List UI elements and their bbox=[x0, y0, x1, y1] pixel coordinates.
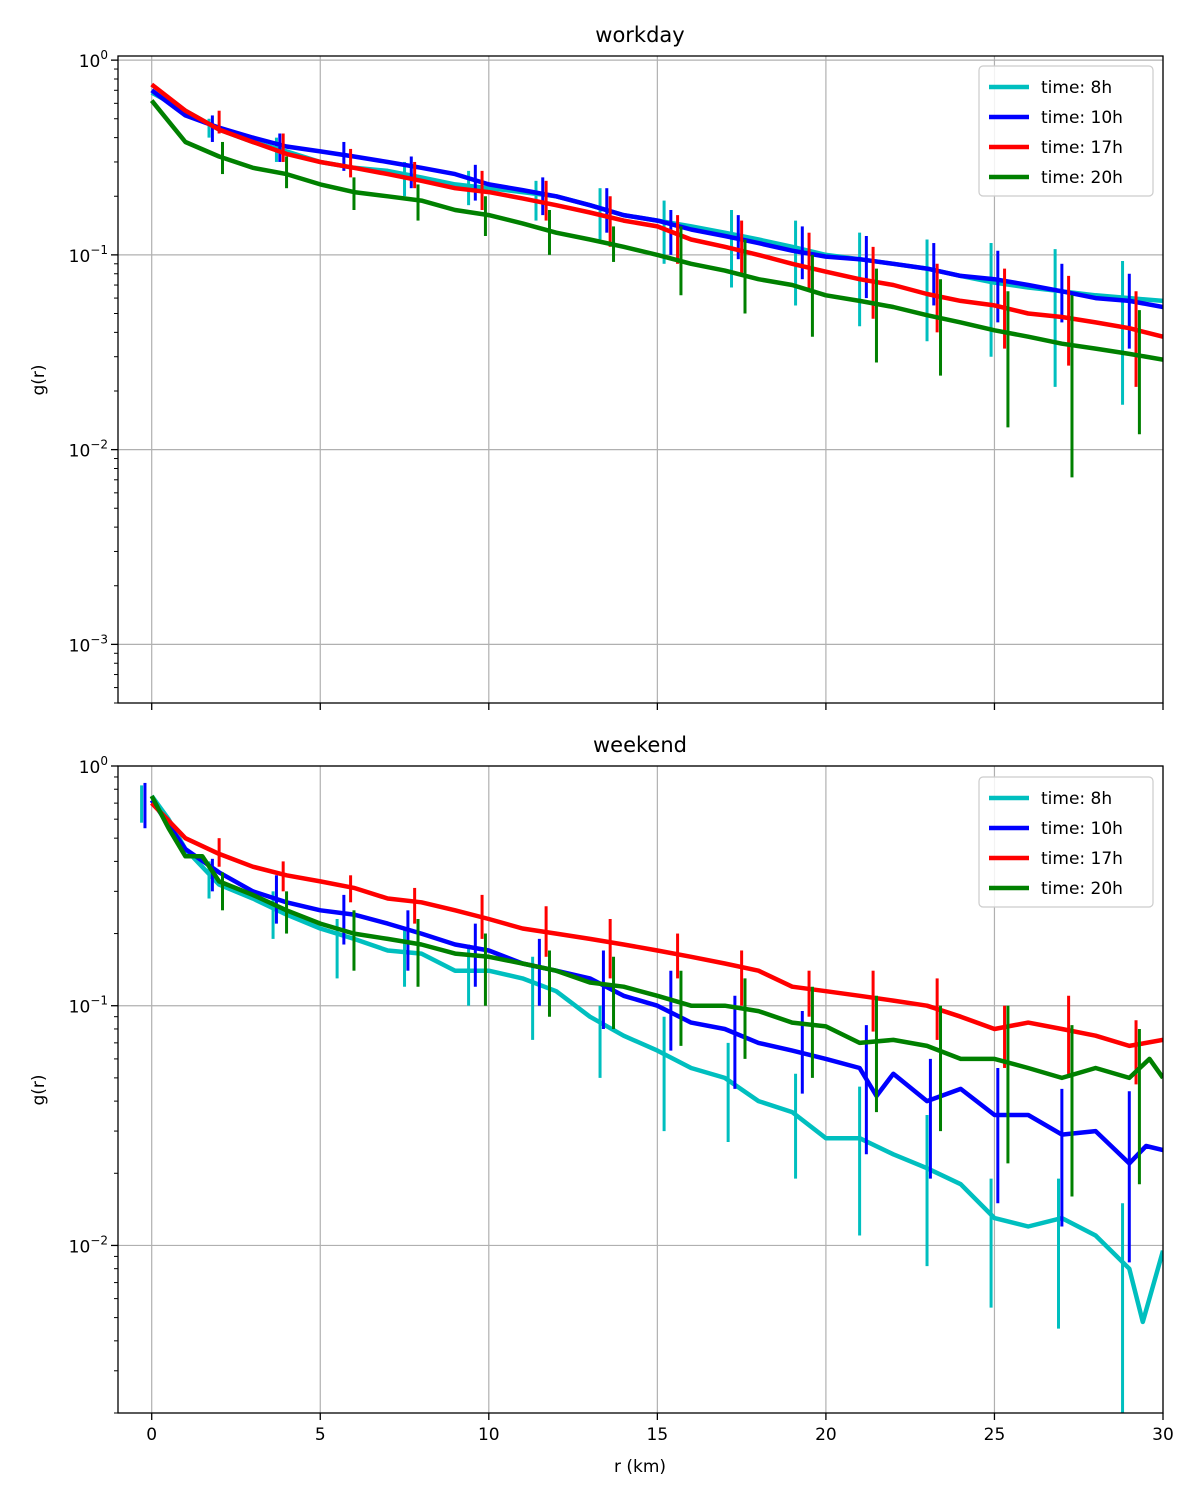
legend-box bbox=[978, 65, 1154, 197]
x-tick-label: 30 bbox=[1152, 1425, 1174, 1445]
series-line bbox=[149, 99, 1163, 362]
legend-label: time: 8h bbox=[1041, 78, 1112, 98]
series-line bbox=[149, 794, 1163, 1325]
x-tick-label: 10 bbox=[478, 1425, 500, 1445]
axes-frame bbox=[117, 765, 1164, 1414]
series-group bbox=[140, 782, 1163, 1413]
x-tick-label: 20 bbox=[815, 1425, 837, 1445]
y-tick-label: 10−3 bbox=[69, 632, 108, 656]
y-tick-label-base: 10 bbox=[79, 758, 101, 778]
chart-title: workday bbox=[595, 23, 684, 47]
series-line bbox=[149, 794, 1163, 1081]
series-group bbox=[149, 82, 1163, 478]
y-tick-label-base: 10 bbox=[69, 1237, 91, 1257]
series-line bbox=[149, 798, 1163, 1166]
y-tick-label-exponent: −1 bbox=[90, 994, 108, 1008]
y-tick-label: 10−1 bbox=[69, 243, 108, 267]
series-line bbox=[150, 801, 1163, 1049]
y-tick-label-exponent: −1 bbox=[90, 243, 108, 257]
y-axis-label: g(r) bbox=[29, 1074, 49, 1105]
y-tick-label-base: 10 bbox=[69, 636, 91, 656]
y-tick-label-exponent: 0 bbox=[100, 48, 108, 62]
y-tick-label-exponent: −2 bbox=[90, 438, 108, 452]
y-tick-label: 100 bbox=[79, 48, 108, 72]
legend-label: time: 17h bbox=[1041, 849, 1123, 869]
legend-label: time: 20h bbox=[1041, 879, 1123, 899]
y-tick-label-base: 10 bbox=[79, 52, 101, 72]
series-line bbox=[150, 88, 1163, 310]
x-tick-label: 15 bbox=[647, 1425, 669, 1445]
y-minor-ticks bbox=[114, 68, 118, 704]
y-tick-label: 10−1 bbox=[69, 994, 108, 1018]
y-tick-label: 100 bbox=[79, 754, 108, 778]
legend: time: 8h time: 10h time: 17h time: 20h bbox=[978, 65, 1154, 197]
chart-title: weekend bbox=[593, 733, 687, 757]
legend-label: time: 8h bbox=[1041, 789, 1112, 809]
y-tick-label: 10−2 bbox=[69, 1233, 108, 1257]
series-line bbox=[150, 82, 1163, 339]
y-tick-label-exponent: −3 bbox=[90, 632, 108, 646]
legend-label: time: 17h bbox=[1041, 138, 1123, 158]
axes-frame bbox=[117, 55, 1164, 704]
y-axis-label: g(r) bbox=[29, 364, 49, 395]
x-axis-label: r (km) bbox=[614, 1457, 666, 1477]
y-tick-label-exponent: 0 bbox=[100, 754, 108, 768]
legend-label: time: 10h bbox=[1041, 108, 1123, 128]
legend-label: time: 20h bbox=[1041, 168, 1123, 188]
y-tick-label-base: 10 bbox=[69, 247, 91, 267]
y-tick-label: 10−2 bbox=[69, 438, 108, 462]
x-tick-label: 0 bbox=[146, 1425, 157, 1445]
legend: time: 8h time: 10h time: 17h time: 20h bbox=[978, 776, 1154, 908]
x-tick-label: 25 bbox=[984, 1425, 1006, 1445]
y-tick-label-base: 10 bbox=[69, 442, 91, 462]
plot-area bbox=[149, 82, 1163, 478]
y-minor-ticks bbox=[114, 776, 118, 1414]
legend-box bbox=[978, 776, 1154, 908]
plot-area bbox=[140, 782, 1163, 1413]
x-tick-label: 5 bbox=[315, 1425, 326, 1445]
legend-label: time: 10h bbox=[1041, 819, 1123, 839]
y-tick-label-exponent: −2 bbox=[90, 1233, 108, 1247]
y-tick-label-base: 10 bbox=[69, 998, 91, 1018]
